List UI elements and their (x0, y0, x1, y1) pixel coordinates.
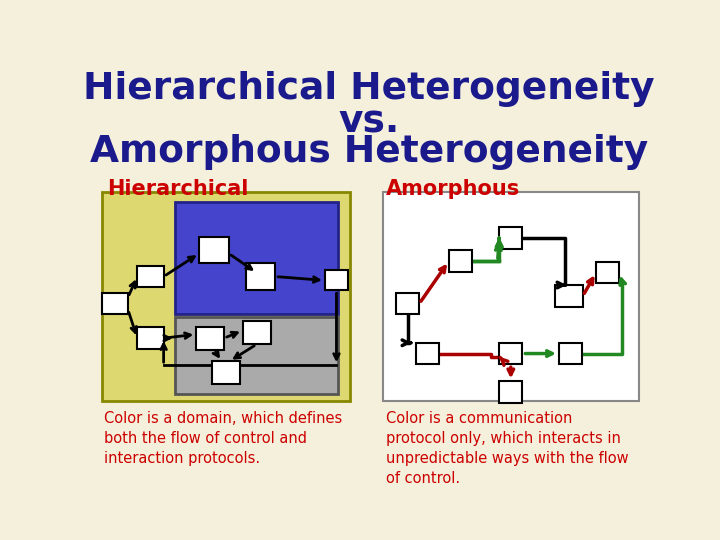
Bar (396, 293, 419, 314)
Bar (246, 264, 275, 289)
Bar (596, 262, 619, 284)
Text: Amorphous Heterogeneity: Amorphous Heterogeneity (90, 134, 648, 170)
Bar (199, 237, 229, 262)
Bar (325, 271, 348, 291)
Bar (138, 327, 163, 349)
Text: Hierarchical: Hierarchical (107, 179, 248, 199)
Bar (102, 293, 128, 314)
Bar (499, 343, 523, 364)
Bar (383, 192, 639, 401)
Bar (449, 251, 472, 272)
Bar (559, 343, 582, 364)
Bar (102, 192, 350, 401)
Bar (499, 227, 523, 249)
Bar (175, 318, 338, 394)
Text: Hierarchical Heterogeneity: Hierarchical Heterogeneity (84, 71, 654, 107)
Bar (243, 321, 271, 345)
Bar (555, 285, 583, 307)
Text: Color is a domain, which defines
both the flow of control and
interaction protoc: Color is a domain, which defines both th… (104, 411, 342, 466)
Text: Color is a communication
protocol only, which interacts in
unpredictable ways wi: Color is a communication protocol only, … (386, 411, 629, 485)
Bar (212, 361, 240, 384)
Bar (499, 381, 523, 403)
Text: Amorphous: Amorphous (386, 179, 521, 199)
Bar (415, 343, 438, 364)
Bar (138, 266, 163, 287)
Bar (196, 327, 224, 350)
Bar (175, 202, 338, 314)
Text: vs.: vs. (338, 105, 400, 141)
